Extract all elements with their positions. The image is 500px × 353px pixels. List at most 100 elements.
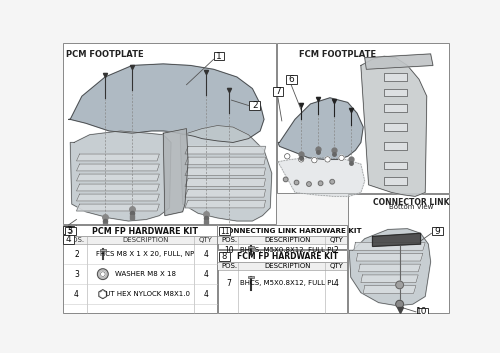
Bar <box>64 226 216 237</box>
Polygon shape <box>278 98 363 160</box>
Circle shape <box>306 182 312 186</box>
Polygon shape <box>361 275 418 283</box>
Text: 7: 7 <box>275 87 281 96</box>
Polygon shape <box>185 190 266 197</box>
Text: WASHER M8 X 18: WASHER M8 X 18 <box>115 271 176 277</box>
Circle shape <box>318 181 323 186</box>
Text: PCM FP HARDWARE KIT: PCM FP HARDWARE KIT <box>92 227 198 235</box>
Bar <box>218 262 347 269</box>
Text: 2: 2 <box>252 101 258 110</box>
Polygon shape <box>354 243 425 250</box>
Polygon shape <box>76 154 160 161</box>
Bar <box>218 251 347 262</box>
Polygon shape <box>363 286 416 293</box>
Circle shape <box>284 154 290 159</box>
Bar <box>384 162 407 169</box>
Text: QTY: QTY <box>199 237 213 243</box>
Bar <box>219 252 230 261</box>
Text: 4: 4 <box>334 279 338 288</box>
Polygon shape <box>163 128 188 216</box>
Polygon shape <box>185 179 266 186</box>
Polygon shape <box>349 229 430 306</box>
Text: BHCS, M5X0.8X12, FULL PL: BHCS, M5X0.8X12, FULL PL <box>240 247 336 253</box>
Text: NUT HEX NYLOCK M8X1.0: NUT HEX NYLOCK M8X1.0 <box>100 291 190 297</box>
Text: 3: 3 <box>74 270 79 279</box>
Bar <box>384 177 407 185</box>
Bar <box>218 226 347 237</box>
Polygon shape <box>76 164 160 171</box>
Bar <box>218 250 347 313</box>
Polygon shape <box>76 174 160 181</box>
Bar <box>64 225 216 313</box>
Polygon shape <box>76 204 160 211</box>
Bar <box>64 226 74 234</box>
Circle shape <box>330 179 334 184</box>
Text: 7: 7 <box>226 279 232 288</box>
Text: 4: 4 <box>74 290 79 299</box>
Circle shape <box>98 269 108 280</box>
Text: CONNECTOR LINK: CONNECTOR LINK <box>373 198 450 207</box>
Circle shape <box>396 300 404 308</box>
Circle shape <box>294 180 299 185</box>
Polygon shape <box>180 126 272 221</box>
Text: 2: 2 <box>334 246 338 255</box>
Polygon shape <box>185 200 266 208</box>
Text: POS.: POS. <box>68 237 84 243</box>
Text: 4: 4 <box>204 270 208 279</box>
Text: POS.: POS. <box>221 237 237 243</box>
Circle shape <box>312 157 317 163</box>
Text: 4: 4 <box>66 235 71 244</box>
Circle shape <box>284 177 288 182</box>
Bar <box>65 227 76 235</box>
Bar <box>250 101 260 110</box>
Bar <box>384 89 407 96</box>
Text: BHCS, M5X0.8X12, FULL PL: BHCS, M5X0.8X12, FULL PL <box>240 280 336 286</box>
Text: 10: 10 <box>224 246 234 255</box>
Bar <box>219 227 230 235</box>
Circle shape <box>298 157 304 162</box>
Circle shape <box>100 292 105 297</box>
Text: 3: 3 <box>66 226 71 235</box>
Bar <box>384 73 407 81</box>
Bar <box>432 227 443 235</box>
Polygon shape <box>372 233 420 246</box>
Bar <box>100 249 106 251</box>
Text: FCM FP HARDWARE KIT: FCM FP HARDWARE KIT <box>238 252 338 261</box>
Polygon shape <box>365 54 433 69</box>
Text: 6: 6 <box>288 75 294 84</box>
Text: POS.: POS. <box>221 263 237 269</box>
Bar <box>214 52 224 60</box>
Text: Bottom View: Bottom View <box>389 204 434 210</box>
Bar <box>384 104 407 112</box>
Polygon shape <box>185 146 266 154</box>
Polygon shape <box>68 64 264 143</box>
Text: 4: 4 <box>204 290 208 299</box>
Bar <box>286 75 296 84</box>
Text: QTY: QTY <box>329 237 343 243</box>
Text: 5: 5 <box>68 227 73 235</box>
Text: 11: 11 <box>220 227 229 235</box>
Bar <box>218 225 347 250</box>
Text: FCM FOOTPLATE: FCM FOOTPLATE <box>299 50 376 59</box>
Polygon shape <box>361 56 427 196</box>
Text: FHCS M8 X 1 X 20, FULL, NP: FHCS M8 X 1 X 20, FULL, NP <box>96 251 194 257</box>
Circle shape <box>325 157 330 162</box>
Text: DESCRIPTION: DESCRIPTION <box>122 237 168 243</box>
Polygon shape <box>185 168 266 175</box>
Polygon shape <box>76 194 160 201</box>
Polygon shape <box>356 253 423 261</box>
Text: 10: 10 <box>416 307 428 316</box>
Bar <box>384 143 407 150</box>
Circle shape <box>339 155 344 161</box>
Circle shape <box>396 281 404 289</box>
Text: 2: 2 <box>74 250 79 259</box>
Text: CONNECTING LINK HARDWARE KIT: CONNECTING LINK HARDWARE KIT <box>222 228 362 234</box>
Bar <box>348 194 449 313</box>
Bar <box>384 123 407 131</box>
Bar <box>64 237 216 244</box>
Bar <box>218 237 347 244</box>
Bar <box>248 276 254 278</box>
Polygon shape <box>358 264 420 272</box>
Polygon shape <box>76 184 160 191</box>
Text: 8: 8 <box>222 252 227 261</box>
